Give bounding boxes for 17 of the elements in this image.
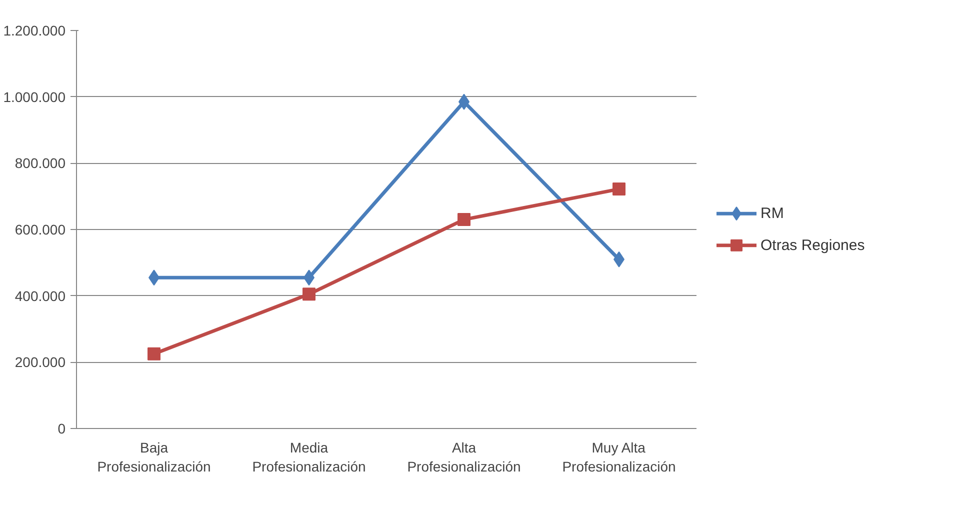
legend-label: Otras Regiones <box>760 236 865 254</box>
x-tick-label: Alta Profesionalización <box>407 440 521 475</box>
point <box>612 182 626 196</box>
y-tick-label: 1.200.000 <box>3 22 66 38</box>
point <box>148 347 160 360</box>
x-tick-label: Muy Alta Profesionalización <box>562 440 676 475</box>
x-tick-label: Media Profesionalización <box>252 440 366 475</box>
y-tick-label: 0 <box>58 420 66 436</box>
y-tick-label: 1.000.000 <box>3 88 66 105</box>
point <box>458 213 470 226</box>
y-tick-label: 800.000 <box>14 155 66 172</box>
y-tick-label: 600.000 <box>14 222 66 238</box>
y-tick-label: 200.000 <box>14 354 66 370</box>
point <box>302 288 316 301</box>
x-tick-label: Baja Profesionalización <box>97 440 211 475</box>
legend-label: RM <box>760 205 784 222</box>
y-tick-label: 400.000 <box>14 288 66 304</box>
